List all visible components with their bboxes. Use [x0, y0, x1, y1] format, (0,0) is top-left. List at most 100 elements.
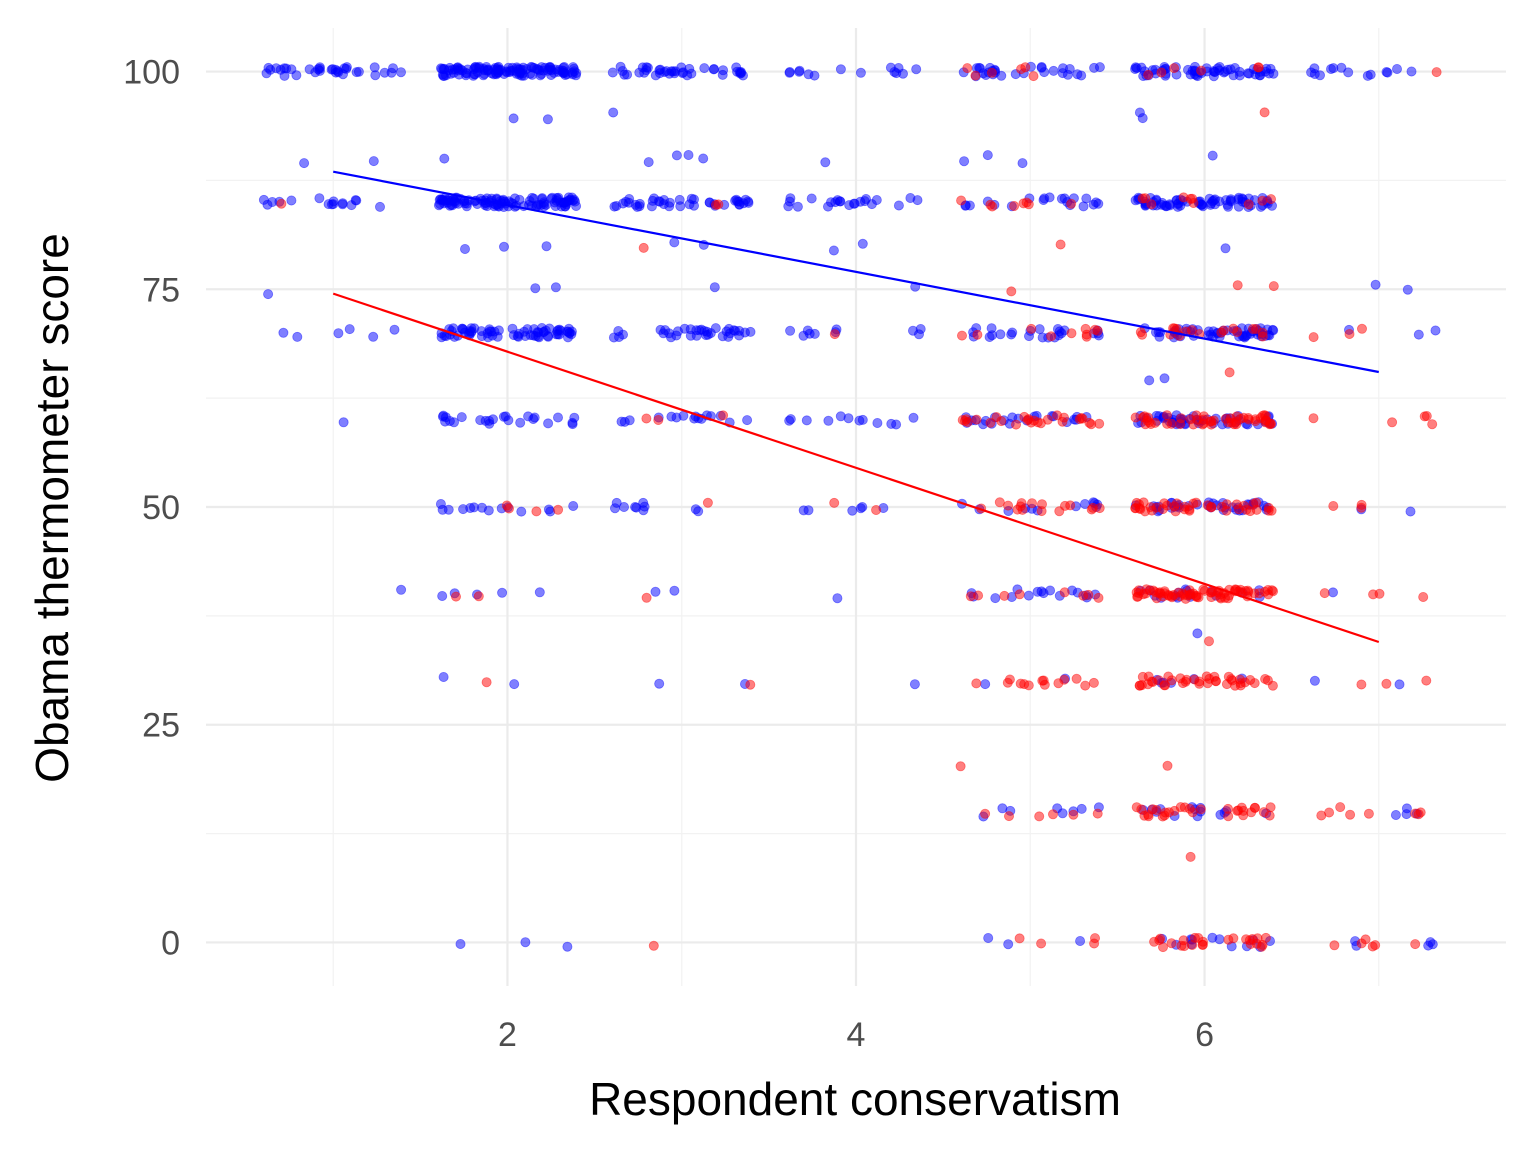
data-point: [536, 193, 547, 204]
data-point: [1204, 193, 1215, 204]
data-point: [610, 503, 621, 514]
data-point: [987, 330, 998, 341]
data-point: [1169, 63, 1180, 74]
data-point: [1223, 671, 1234, 682]
data-point: [1048, 809, 1059, 820]
y-tick-label: 0: [161, 924, 180, 962]
data-point: [368, 156, 379, 167]
data-point: [962, 416, 973, 427]
data-point: [820, 157, 831, 168]
data-point: [1249, 588, 1260, 599]
data-point: [1421, 410, 1432, 421]
data-point: [337, 198, 348, 209]
data-point: [527, 62, 538, 73]
data-point: [520, 330, 531, 341]
data-point: [957, 330, 968, 341]
data-point: [1394, 679, 1405, 690]
data-point: [299, 158, 310, 169]
data-point: [386, 67, 397, 78]
data-point: [461, 68, 472, 79]
data-point: [1370, 940, 1381, 951]
data-point: [530, 283, 541, 294]
data-point: [956, 195, 967, 206]
data-point: [801, 415, 812, 426]
data-point: [480, 415, 491, 426]
data-point: [1017, 158, 1028, 169]
data-point: [1080, 680, 1091, 691]
data-point: [671, 150, 682, 161]
data-point: [1238, 810, 1249, 821]
data-point: [466, 326, 477, 337]
data-point: [442, 197, 453, 208]
data-point: [516, 506, 527, 517]
data-point: [1075, 936, 1086, 947]
data-point: [1220, 243, 1231, 254]
data-point: [438, 672, 449, 683]
data-point: [669, 237, 680, 248]
data-point: [1245, 939, 1256, 950]
data-point: [1392, 64, 1403, 75]
data-point: [985, 417, 996, 428]
data-point: [1076, 70, 1087, 81]
data-point: [638, 242, 649, 253]
data-point: [1231, 499, 1242, 510]
data-point: [648, 940, 659, 951]
data-point: [855, 67, 866, 78]
data-point: [314, 193, 325, 204]
data-point: [456, 412, 467, 423]
data-point: [1006, 286, 1017, 297]
data-point: [1184, 505, 1195, 516]
data-point: [1052, 410, 1063, 421]
data-point: [1004, 674, 1015, 685]
data-point: [1162, 418, 1173, 429]
data-point: [732, 66, 743, 77]
data-point: [1261, 415, 1272, 426]
data-point: [1207, 150, 1218, 161]
data-point: [898, 68, 909, 79]
data-point: [1159, 680, 1170, 691]
data-point: [784, 67, 795, 78]
data-point: [1260, 932, 1271, 943]
data-point: [527, 192, 538, 203]
data-point: [1159, 373, 1170, 384]
data-point: [1139, 810, 1150, 821]
y-tick-label: 100: [123, 54, 180, 92]
data-point: [1144, 585, 1155, 596]
data-point: [1257, 331, 1268, 342]
data-point: [641, 413, 652, 424]
data-point: [806, 193, 817, 204]
data-point: [1036, 506, 1047, 517]
data-point: [1258, 807, 1269, 818]
data-point: [389, 324, 400, 335]
data-point: [701, 330, 712, 341]
data-point: [542, 114, 553, 125]
data-point: [1418, 592, 1429, 603]
data-point: [1195, 804, 1206, 815]
data-point: [1253, 62, 1264, 73]
data-point: [1266, 194, 1277, 205]
data-point: [1140, 193, 1151, 204]
data-point: [1081, 329, 1092, 340]
data-point: [1232, 280, 1243, 291]
data-point: [1222, 199, 1233, 210]
data-point: [983, 933, 994, 944]
x-axis-title: Respondent conservatism: [589, 1073, 1121, 1125]
data-point: [1059, 587, 1070, 598]
data-point: [461, 201, 472, 212]
data-point: [1083, 589, 1094, 600]
data-point: [552, 329, 563, 340]
data-point: [1088, 677, 1099, 688]
data-point: [1316, 810, 1327, 821]
data-point: [1401, 803, 1412, 814]
data-point: [959, 156, 970, 167]
data-point: [855, 196, 866, 207]
data-point: [908, 412, 919, 423]
data-point: [518, 62, 529, 73]
data-point: [314, 63, 325, 74]
data-point: [669, 585, 680, 596]
data-point: [996, 416, 1007, 427]
data-point: [632, 201, 643, 212]
data-point: [1029, 415, 1040, 426]
data-point: [832, 593, 843, 604]
data-point: [330, 67, 341, 78]
